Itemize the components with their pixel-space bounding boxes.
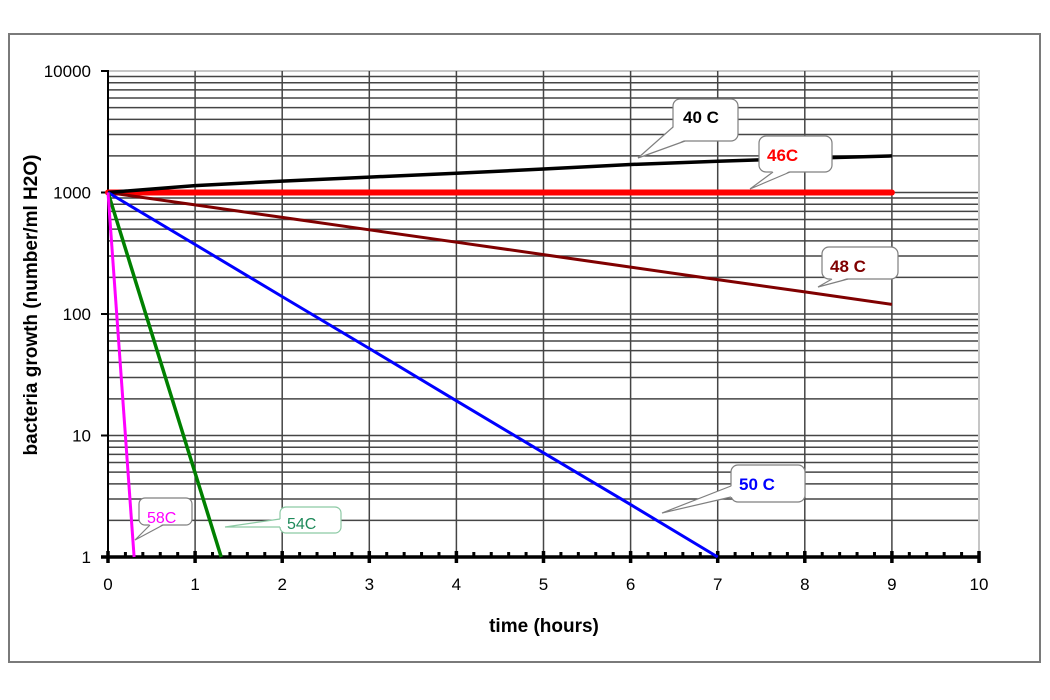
callout-box bbox=[672, 98, 739, 142]
x-axis-minor-tick bbox=[838, 552, 842, 557]
x-axis-minor-tick bbox=[489, 552, 493, 557]
callout-label: 58C bbox=[147, 510, 176, 527]
x-axis-minor-tick bbox=[925, 552, 929, 557]
x-tick-label: 8 bbox=[800, 575, 809, 594]
callout-54c: 54C bbox=[224, 506, 342, 534]
callout-pointer-line bbox=[224, 518, 281, 528]
x-axis-minor-tick bbox=[733, 552, 737, 557]
callout-58c: 58C bbox=[134, 497, 193, 541]
callout-pointer-line bbox=[637, 126, 686, 159]
callout-pointer-line bbox=[661, 485, 732, 514]
x-axis-minor-tick bbox=[176, 552, 180, 557]
y-tick-label: 1000 bbox=[53, 184, 91, 203]
x-axis-minor-tick bbox=[211, 552, 215, 557]
callout-box bbox=[758, 135, 833, 173]
x-axis-minor-tick bbox=[245, 552, 249, 557]
x-axis-minor-tick bbox=[402, 552, 406, 557]
x-tick-label: 2 bbox=[277, 575, 286, 594]
x-axis-minor-tick bbox=[785, 552, 789, 557]
x-axis-minor-tick bbox=[472, 552, 476, 557]
x-axis-minor-tick bbox=[663, 552, 667, 557]
x-tick-label: 0 bbox=[103, 575, 112, 594]
x-axis-minor-tick bbox=[646, 552, 650, 557]
x-axis-minor-tick bbox=[872, 552, 876, 557]
y-tick-label: 1 bbox=[82, 548, 91, 567]
x-axis-minor-tick bbox=[228, 552, 232, 557]
x-tick-label: 3 bbox=[365, 575, 374, 594]
callout-40c: 40 C bbox=[637, 98, 739, 159]
x-axis-minor-tick bbox=[855, 552, 859, 557]
x-axis-minor-tick bbox=[437, 552, 441, 557]
x-axis-minor-tick bbox=[263, 552, 267, 557]
y-tick-label: 10000 bbox=[44, 62, 91, 81]
callout-label: 50 C bbox=[739, 475, 775, 494]
callout-box bbox=[730, 464, 806, 503]
x-axis-minor-tick bbox=[611, 552, 615, 557]
x-tick-label: 6 bbox=[626, 575, 635, 594]
callout-50c: 50 C bbox=[661, 464, 806, 514]
x-axis-minor-tick bbox=[158, 552, 162, 557]
callout-label: 46C bbox=[767, 146, 798, 165]
x-axis-minor-tick bbox=[123, 552, 127, 557]
series-line-50c bbox=[107, 191, 719, 559]
x-axis-minor-tick bbox=[559, 552, 563, 557]
x-axis-minor-tick bbox=[524, 552, 528, 557]
x-axis-minor-tick bbox=[960, 552, 964, 557]
x-tick-label: 7 bbox=[713, 575, 722, 594]
x-axis-minor-tick bbox=[420, 552, 424, 557]
y-axis-title: bacteria growth (number/ml H2O) bbox=[21, 155, 42, 456]
x-tick-label: 5 bbox=[539, 575, 548, 594]
chart-frame bbox=[8, 33, 1041, 663]
callout-pointer bbox=[638, 127, 685, 158]
x-axis-minor-tick bbox=[298, 552, 302, 557]
x-axis-minor-tick bbox=[315, 552, 319, 557]
gridlines bbox=[108, 70, 980, 557]
x-axis-minor-tick bbox=[907, 552, 911, 557]
callout-box bbox=[138, 497, 193, 526]
x-tick-label: 1 bbox=[190, 575, 199, 594]
series-line-48c bbox=[107, 191, 893, 306]
x-axis-minor-tick bbox=[385, 552, 389, 557]
y-tick-label: 10 bbox=[72, 427, 91, 446]
y-tick-label: 100 bbox=[63, 305, 91, 324]
x-axis-minor-tick bbox=[594, 552, 598, 557]
x-tick-label: 9 bbox=[887, 575, 896, 594]
x-axis-minor-tick bbox=[576, 552, 580, 557]
callout-box bbox=[821, 246, 899, 280]
callout-label: 48 C bbox=[830, 257, 866, 276]
series-line-54c bbox=[106, 191, 223, 558]
series-line-58c bbox=[106, 192, 136, 558]
axes bbox=[101, 70, 981, 563]
x-axis-minor-tick bbox=[141, 552, 145, 557]
callout-label: 54C bbox=[287, 516, 316, 533]
callout-48c: 48 C bbox=[817, 246, 899, 288]
x-axis-minor-tick bbox=[820, 552, 824, 557]
callout-pointer-line bbox=[817, 278, 849, 288]
x-axis-minor-tick bbox=[332, 552, 336, 557]
x-axis-minor-tick bbox=[751, 552, 755, 557]
x-axis-minor-tick bbox=[681, 552, 685, 557]
callout-label: 40 C bbox=[683, 108, 719, 127]
series-lines bbox=[105, 154, 895, 559]
x-axis-minor-tick bbox=[768, 552, 772, 557]
callout-pointer-line bbox=[134, 524, 164, 541]
x-axis-minor-tick bbox=[942, 552, 946, 557]
x-axis-minor-tick bbox=[507, 552, 511, 557]
x-axis-title: time (hours) bbox=[489, 616, 599, 637]
x-tick-label: 10 bbox=[970, 575, 989, 594]
x-tick-label: 4 bbox=[452, 575, 461, 594]
callout-pointer-line bbox=[749, 171, 791, 190]
x-axis-minor-tick bbox=[698, 552, 702, 557]
x-axis-minor-tick bbox=[350, 552, 354, 557]
callout-46c: 46C bbox=[749, 135, 833, 190]
